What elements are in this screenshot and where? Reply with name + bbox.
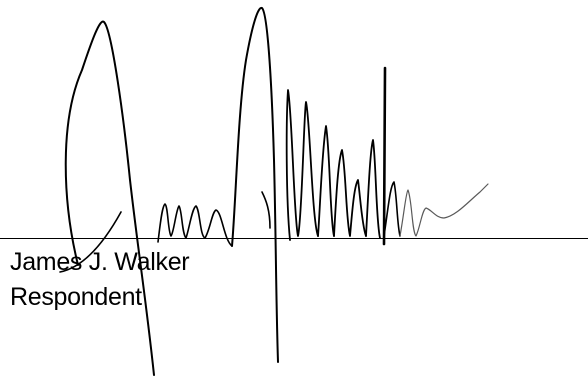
signer-role: Respondent bbox=[10, 283, 142, 311]
signature-line bbox=[0, 238, 588, 239]
signer-name: James J. Walker bbox=[10, 248, 190, 276]
